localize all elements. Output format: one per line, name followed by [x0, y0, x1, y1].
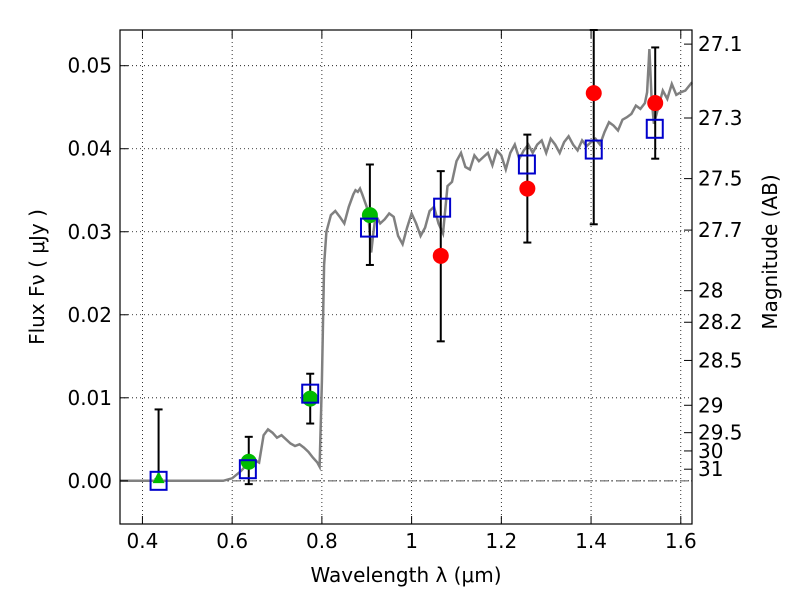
red-data-point [432, 247, 449, 264]
model-square [584, 139, 603, 160]
magnitude-tick-label: 31 [698, 457, 723, 481]
model-square [433, 197, 452, 218]
red-data-points [432, 85, 664, 264]
green-triangle-point [152, 471, 165, 484]
magnitude-tick-label: 27.3 [698, 106, 743, 130]
magnitude-tick-label: 27.5 [698, 167, 743, 191]
x-axis-label: Wavelength λ (μm) [310, 563, 501, 587]
model-square [645, 118, 664, 139]
x-tick-label: 1.4 [575, 529, 607, 553]
model-square [301, 383, 320, 404]
magnitude-tick-label: 27.1 [698, 32, 743, 56]
magnitude-tick-label: 28.2 [698, 310, 743, 334]
y-tick-label: 0.05 [67, 54, 112, 78]
red-data-point [519, 180, 536, 197]
green-data-point [302, 390, 319, 407]
magnitude-tick-label: 28.5 [698, 348, 743, 372]
y-tick-label: 0.03 [67, 220, 112, 244]
x-tick-label: 0.4 [127, 529, 159, 553]
model-square [359, 217, 378, 238]
magnitude-tick-label: 30 [698, 439, 723, 463]
magnitude-tick-label: 29.5 [698, 421, 743, 445]
axis-ticks [120, 30, 692, 524]
magnitude-tick-label: 28 [698, 279, 723, 303]
y2-axis-label: Magnitude (AB) [758, 174, 782, 329]
model-square [149, 470, 168, 491]
y-tick-label: 0.04 [67, 137, 112, 161]
red-data-point [647, 95, 664, 112]
plot-frame [119, 29, 693, 525]
magnitude-tick-label: 29 [698, 393, 723, 417]
model-photometry-squares [149, 118, 664, 491]
x-tick-label: 1 [405, 529, 418, 553]
x-tick-labels: 0.4 0.6 0.8 1 1.2 1.4 1.6 [127, 529, 697, 553]
green-data-point [240, 453, 257, 470]
green-data-point [361, 207, 378, 224]
red-data-point [585, 85, 602, 102]
x-tick-label: 0.8 [306, 529, 338, 553]
y-tick-labels: 0.00 0.01 0.02 0.03 0.04 0.05 [67, 54, 112, 493]
magnitude-tick-label: 27.7 [698, 218, 743, 242]
y-tick-label: 0.01 [67, 386, 112, 410]
x-tick-label: 0.6 [216, 529, 248, 553]
y-tick-label: 0.00 [67, 469, 112, 493]
x-tick-label: 1.6 [665, 529, 697, 553]
x-tick-label: 1.2 [485, 529, 517, 553]
y-tick-label: 0.02 [67, 303, 112, 327]
model-square [517, 154, 536, 175]
model-square [238, 459, 257, 480]
model-spectrum-line [120, 49, 693, 483]
y-axis-label: Flux Fν ( μJy ) [25, 209, 49, 345]
